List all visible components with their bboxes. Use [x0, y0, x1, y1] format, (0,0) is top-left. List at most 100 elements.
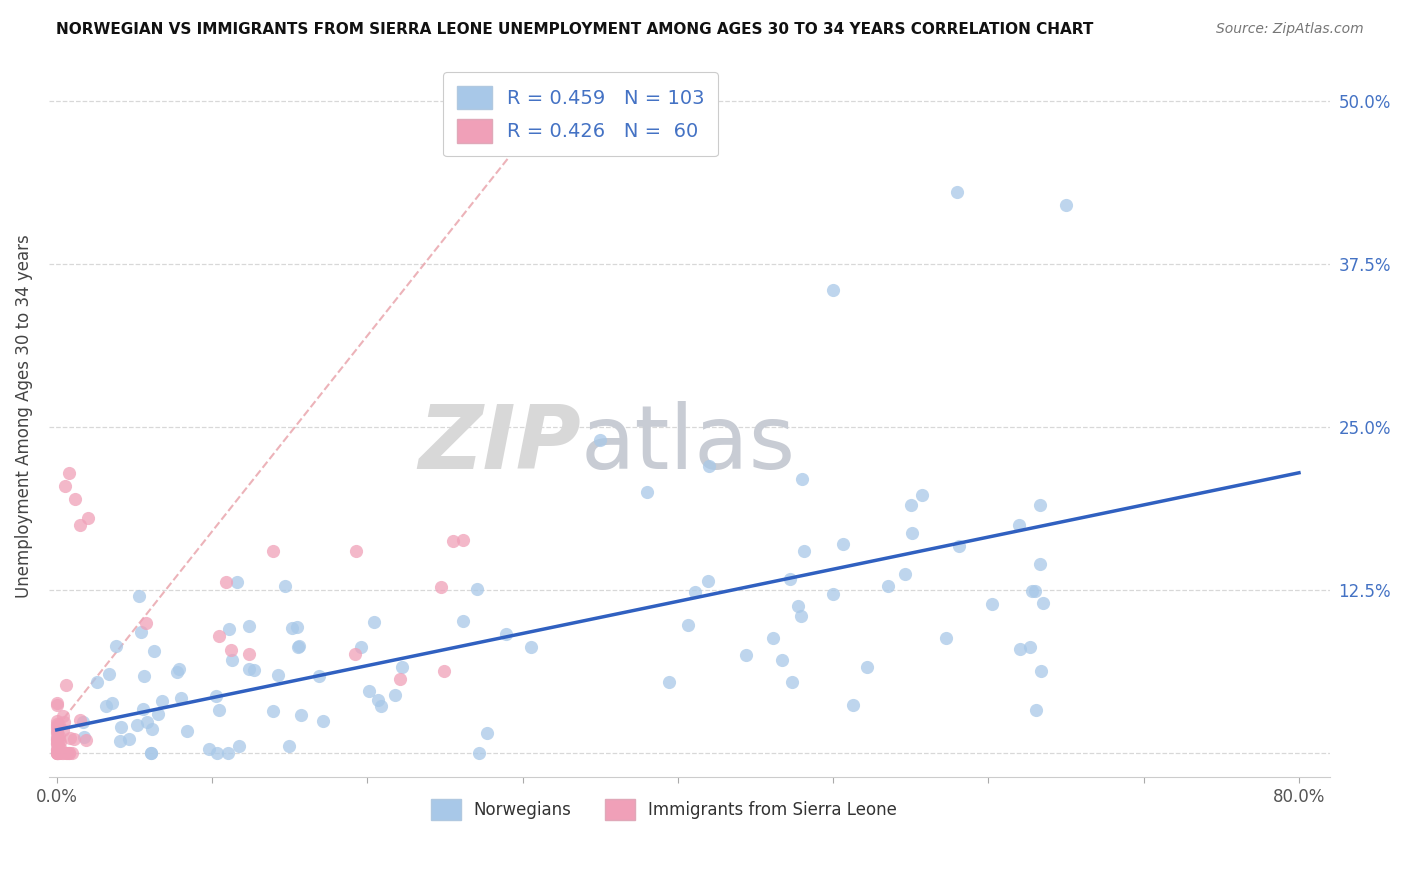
Point [46, 738, 69, 752]
Point [101, 696, 124, 710]
Point [46, 747, 69, 761]
Point [451, 614, 474, 628]
Point [45, 743, 67, 757]
Point [1008, 642, 1031, 657]
Point [433, 665, 456, 679]
Point [359, 684, 381, 698]
Point [467, 747, 489, 761]
Point [287, 640, 309, 654]
Point [274, 579, 297, 593]
Point [176, 724, 198, 739]
Point [45, 735, 67, 749]
Point [219, 643, 242, 657]
Point [735, 648, 758, 663]
Point [52, 714, 75, 729]
Point [135, 615, 157, 630]
Point [893, 566, 915, 581]
Point [243, 664, 266, 678]
Point [169, 691, 191, 706]
Point [141, 722, 163, 736]
Point [45, 717, 67, 731]
Point [46, 725, 69, 739]
Point [58, 466, 80, 480]
Point [53, 479, 76, 493]
Point [197, 742, 219, 756]
Point [823, 283, 845, 297]
Point [104, 639, 127, 653]
Point [58, 746, 80, 760]
Point [770, 653, 793, 667]
Point [779, 572, 801, 586]
Point [451, 533, 474, 547]
Point [1031, 664, 1053, 678]
Point [45, 698, 67, 712]
Point [207, 629, 229, 643]
Point [49, 735, 72, 749]
Point [69, 518, 91, 533]
Point [429, 580, 451, 594]
Point [350, 640, 373, 654]
Point [636, 485, 658, 500]
Point [658, 674, 681, 689]
Point [238, 647, 260, 661]
Point [128, 589, 150, 603]
Point [980, 597, 1002, 611]
Point [589, 433, 612, 447]
Point [55, 747, 77, 761]
Point [45, 731, 67, 746]
Point [832, 537, 855, 551]
Point [45, 742, 67, 756]
Point [141, 747, 163, 761]
Point [238, 619, 260, 633]
Point [948, 539, 970, 553]
Point [46, 696, 69, 710]
Point [228, 739, 250, 754]
Point [367, 693, 389, 707]
Point [86, 675, 108, 690]
Point [384, 688, 406, 702]
Point [217, 747, 239, 761]
Point [262, 704, 284, 718]
Point [46, 747, 69, 761]
Y-axis label: Unemployment Among Ages 30 to 34 years: Unemployment Among Ages 30 to 34 years [15, 234, 32, 598]
Point [789, 609, 811, 624]
Point [308, 668, 330, 682]
Point [683, 584, 706, 599]
Point [45, 714, 67, 728]
Point [495, 627, 517, 641]
Legend: Norwegians, Immigrants from Sierra Leone: Norwegians, Immigrants from Sierra Leone [423, 793, 904, 826]
Point [900, 499, 922, 513]
Point [48, 729, 70, 743]
Point [63, 731, 86, 746]
Text: atlas: atlas [581, 401, 796, 489]
Point [98, 666, 121, 681]
Point [125, 718, 148, 732]
Point [51, 747, 73, 761]
Point [60, 747, 83, 761]
Point [205, 747, 228, 761]
Point [129, 624, 152, 639]
Point [221, 653, 243, 667]
Point [290, 707, 312, 722]
Point [793, 544, 815, 558]
Point [218, 622, 240, 636]
Point [166, 665, 188, 680]
Point [344, 544, 367, 558]
Point [1054, 198, 1077, 212]
Point [48, 718, 70, 732]
Point [150, 694, 173, 708]
Point [676, 617, 699, 632]
Point [391, 659, 413, 673]
Point [136, 715, 159, 730]
Point [389, 672, 412, 686]
Point [52, 709, 75, 723]
Point [46, 721, 69, 735]
Point [167, 662, 190, 676]
Point [142, 644, 165, 658]
Point [697, 574, 720, 588]
Point [46, 747, 69, 761]
Point [46, 719, 69, 733]
Point [842, 698, 865, 713]
Point [1025, 703, 1047, 717]
Point [76, 511, 98, 525]
